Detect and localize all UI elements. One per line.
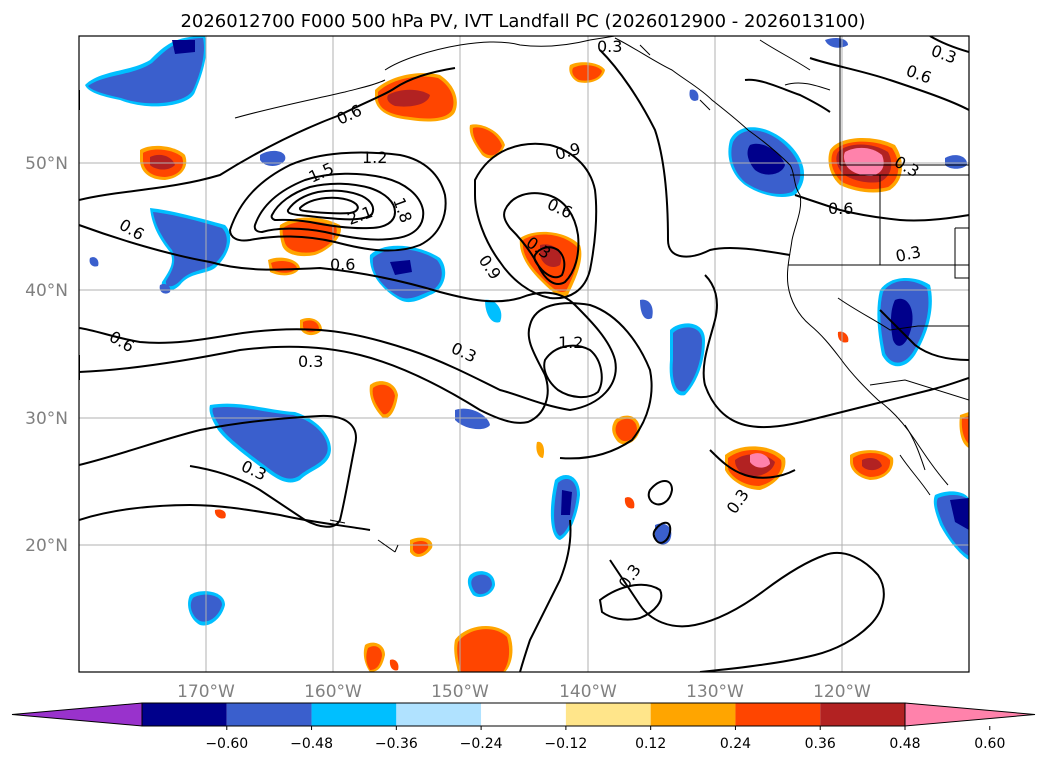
x-tick-label: 140°W: [559, 682, 617, 702]
colorbar-tick-label: −0.60: [205, 736, 248, 752]
colorbar-tick-label: 0.24: [720, 736, 751, 752]
colorbar-swatch: [481, 703, 566, 726]
contour-label: 0.3: [298, 352, 323, 371]
colorbar-tick-label: 0.36: [805, 736, 836, 752]
y-tick-label: 20°N: [25, 536, 68, 556]
colorbar-swatch: [226, 703, 312, 726]
colorbar-swatch: [735, 703, 821, 726]
colorbar-tick-label: 0.12: [635, 736, 666, 752]
map-frame: [78, 35, 970, 673]
colorbar-swatch: [396, 703, 482, 726]
colorbar-extend-max: [904, 702, 1036, 727]
colorbar-swatch: [311, 703, 397, 726]
x-tick-label: 120°W: [813, 682, 871, 702]
x-tick-label: 170°W: [177, 682, 235, 702]
colorbar: −0.60 −0.48 −0.36 −0.24 −0.12 0.12 0.24 0.36 0.4…: [11, 702, 1036, 752]
pv-contours: [79, 36, 969, 672]
x-tick-label: 150°W: [431, 682, 489, 702]
graticule: [79, 36, 969, 672]
colorbar-swatch: [142, 703, 227, 726]
contour-label: 0.6: [828, 199, 853, 218]
map-background: [79, 36, 969, 672]
colorbar-swatch: [820, 703, 905, 726]
map-panel: 1.2 1.5 1.8 2.1 0.6 0.6 0.6 0.6 0.9 0.6 …: [78, 35, 970, 673]
colorbar-tick-label: −0.36: [375, 736, 418, 752]
colorbar-swatch: [565, 703, 651, 726]
y-axis-labels: 50°N 40°N 30°N 20°N: [25, 154, 68, 556]
contour-label: 1.2: [558, 333, 583, 352]
colorbar-tick-label: 0.48: [889, 736, 920, 752]
y-tick-label: 50°N: [25, 154, 68, 174]
shading-positive: [140, 62, 969, 672]
colorbar-extend-min: [11, 702, 143, 727]
chart-title: 2026012700 F000 500 hPa PV, IVT Landfall…: [180, 11, 865, 32]
colorbar-tick-label: −0.12: [544, 736, 587, 752]
contour-label: 0.3: [894, 242, 923, 266]
colorbar-swatch: [650, 703, 736, 726]
x-tick-label: 160°W: [304, 682, 362, 702]
contour-label: 1.2: [362, 148, 387, 167]
colorbar-outline: [141, 702, 906, 727]
x-axis-labels: 170°W 160°W 150°W 140°W 130°W 120°W: [177, 682, 871, 702]
colorbar-tick-label: 0.60: [974, 736, 1005, 752]
x-tick-label: 130°W: [686, 682, 744, 702]
y-tick-label: 40°N: [25, 281, 68, 301]
colorbar-tick-label: −0.24: [460, 736, 503, 752]
y-tick-label: 30°N: [25, 409, 68, 429]
contour-label: 0.3: [597, 37, 622, 56]
colorbar-tick-label: −0.48: [290, 736, 333, 752]
contour-label: 0.6: [330, 255, 355, 274]
